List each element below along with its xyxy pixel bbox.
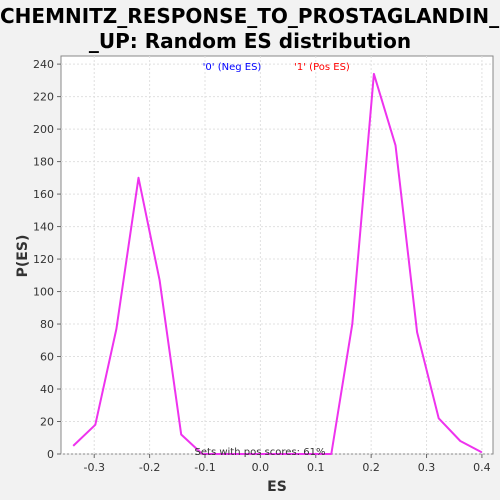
y-tick-label: 220 [33, 91, 54, 104]
y-tick-label: 180 [33, 156, 54, 169]
es-distribution-line [72, 72, 483, 455]
y-tick-label: 40 [40, 383, 54, 396]
chart-title-line2: _UP: Random ES distribution [88, 29, 412, 53]
x-tick-label: 0.1 [307, 461, 325, 474]
x-tick-label: 0.0 [252, 461, 270, 474]
y-tick-label: 0 [47, 448, 54, 461]
annotation-pos-scores: Sets with pos scores: 61% [195, 447, 326, 458]
y-tick-label: 20 [40, 416, 54, 429]
y-axis-ticks: 0 20 40 60 80 100 120 140 160 180 200 220 240 [33, 58, 61, 461]
y-tick-label: 140 [33, 221, 54, 234]
x-axis-ticks: -0.3 -0.2 -0.1 0.0 0.1 0.2 0.3 0.4 [83, 454, 491, 474]
x-tick-label: 0.2 [362, 461, 380, 474]
y-tick-label: 80 [40, 318, 54, 331]
series-layer [72, 72, 483, 455]
y-axis-label: P(ES) [15, 235, 31, 278]
grid-lines [61, 56, 493, 455]
x-tick-label: -0.3 [83, 461, 104, 474]
y-tick-label: 100 [33, 286, 54, 299]
y-tick-label: 240 [33, 58, 54, 71]
x-tick-label: 0.4 [473, 461, 491, 474]
y-tick-label: 120 [33, 253, 54, 266]
chart-title-line1: CHEMNITZ_RESPONSE_TO_PROSTAGLANDIN_E2 [0, 4, 500, 28]
x-axis-label: ES [267, 479, 287, 495]
y-tick-label: 200 [33, 123, 54, 136]
plot-area [60, 55, 494, 455]
legend-neg-es: '0' (Neg ES) [203, 62, 262, 73]
x-tick-label: 0.3 [418, 461, 436, 474]
x-tick-label: -0.2 [139, 461, 160, 474]
chart-title: CHEMNITZ_RESPONSE_TO_PROSTAGLANDIN_E2 _U… [0, 4, 500, 54]
y-tick-label: 60 [40, 351, 54, 364]
y-tick-label: 160 [33, 188, 54, 201]
legend-pos-es: '1' (Pos ES) [294, 62, 350, 73]
x-tick-label: -0.1 [194, 461, 215, 474]
